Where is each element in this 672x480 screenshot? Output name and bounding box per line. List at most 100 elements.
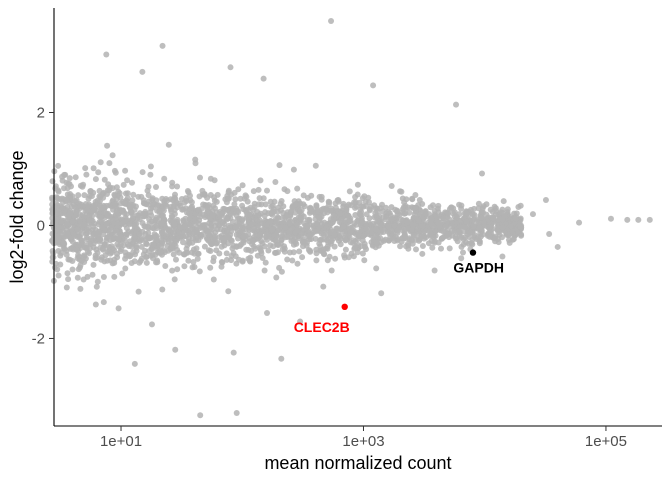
- data-point: [458, 202, 465, 209]
- data-point: [98, 256, 105, 263]
- data-point: [104, 142, 111, 149]
- data-point: [259, 240, 266, 247]
- data-point: [340, 203, 347, 210]
- y-tick-label: 2: [37, 105, 45, 122]
- data-point: [350, 237, 357, 244]
- data-point: [87, 188, 94, 195]
- data-point: [122, 255, 129, 262]
- data-point: [328, 205, 335, 212]
- data-point: [431, 267, 438, 274]
- data-point: [351, 199, 358, 206]
- data-point: [346, 188, 353, 195]
- data-point: [440, 228, 447, 235]
- data-point: [184, 242, 191, 249]
- data-point: [500, 198, 507, 205]
- data-point: [495, 239, 502, 246]
- data-point: [290, 166, 297, 173]
- data-point: [263, 221, 270, 228]
- data-point: [158, 242, 165, 249]
- data-point: [120, 242, 127, 249]
- data-point: [127, 203, 134, 210]
- data-point: [111, 273, 118, 280]
- data-point: [96, 236, 103, 243]
- data-point: [131, 223, 138, 230]
- data-point: [646, 216, 653, 223]
- data-point: [378, 239, 385, 246]
- data-point: [170, 251, 177, 258]
- data-point: [476, 224, 483, 231]
- data-point: [212, 229, 219, 236]
- data-point: [360, 233, 367, 240]
- data-point: [313, 228, 320, 235]
- data-point: [257, 177, 264, 184]
- data-point: [94, 249, 101, 256]
- data-point: [394, 227, 401, 234]
- data-point: [292, 209, 299, 216]
- data-point: [65, 276, 72, 283]
- data-point: [411, 232, 418, 239]
- data-point: [270, 243, 277, 250]
- data-point: [225, 288, 232, 295]
- data-point: [294, 227, 301, 234]
- data-point: [298, 215, 305, 222]
- data-point: [475, 234, 482, 241]
- y-axis-title: log2-fold change: [7, 150, 27, 283]
- data-point: [324, 243, 331, 250]
- data-point: [131, 234, 138, 240]
- data-point: [143, 241, 150, 248]
- data-point: [235, 186, 242, 193]
- data-point: [458, 255, 465, 262]
- data-point: [373, 265, 380, 272]
- data-point: [415, 217, 422, 224]
- data-point: [180, 239, 186, 246]
- data-point: [77, 211, 84, 218]
- data-point: [54, 266, 61, 273]
- data-point: [402, 232, 408, 239]
- data-point: [460, 249, 466, 256]
- data-point: [165, 227, 172, 234]
- data-point: [264, 236, 270, 243]
- data-point: [264, 187, 270, 194]
- data-point: [397, 243, 404, 250]
- data-point: [95, 169, 102, 176]
- data-point: [171, 276, 178, 283]
- data-point: [74, 234, 81, 240]
- data-point: [373, 239, 380, 246]
- data-point: [124, 177, 131, 184]
- data-point: [342, 236, 349, 243]
- data-point: [227, 64, 234, 71]
- data-point: [297, 318, 304, 325]
- data-point: [199, 231, 206, 238]
- data-point: [115, 220, 121, 227]
- data-point: [267, 218, 274, 224]
- data-point: [84, 273, 91, 280]
- data-point: [112, 169, 119, 176]
- data-point: [213, 219, 220, 226]
- data-point: [214, 239, 220, 246]
- data-point: [59, 204, 66, 211]
- data-point: [249, 241, 255, 247]
- data-point: [92, 230, 99, 237]
- data-point: [122, 265, 129, 272]
- data-point: [242, 223, 249, 230]
- data-point: [225, 195, 232, 202]
- data-point: [72, 174, 79, 181]
- data-point: [99, 205, 106, 212]
- data-point: [94, 278, 101, 285]
- data-point: [102, 252, 109, 259]
- data-point: [113, 184, 120, 191]
- data-point: [63, 179, 70, 186]
- data-point: [133, 244, 140, 251]
- data-point: [78, 237, 85, 244]
- data-point: [444, 231, 451, 238]
- data-point: [126, 253, 133, 260]
- data-point: [345, 213, 352, 219]
- data-point: [92, 176, 99, 183]
- data-point: [153, 222, 160, 229]
- data-point: [210, 276, 217, 283]
- data-point: [380, 214, 387, 220]
- data-point: [286, 229, 293, 236]
- data-point: [135, 193, 142, 200]
- data-point: [456, 228, 463, 234]
- data-point: [233, 410, 240, 417]
